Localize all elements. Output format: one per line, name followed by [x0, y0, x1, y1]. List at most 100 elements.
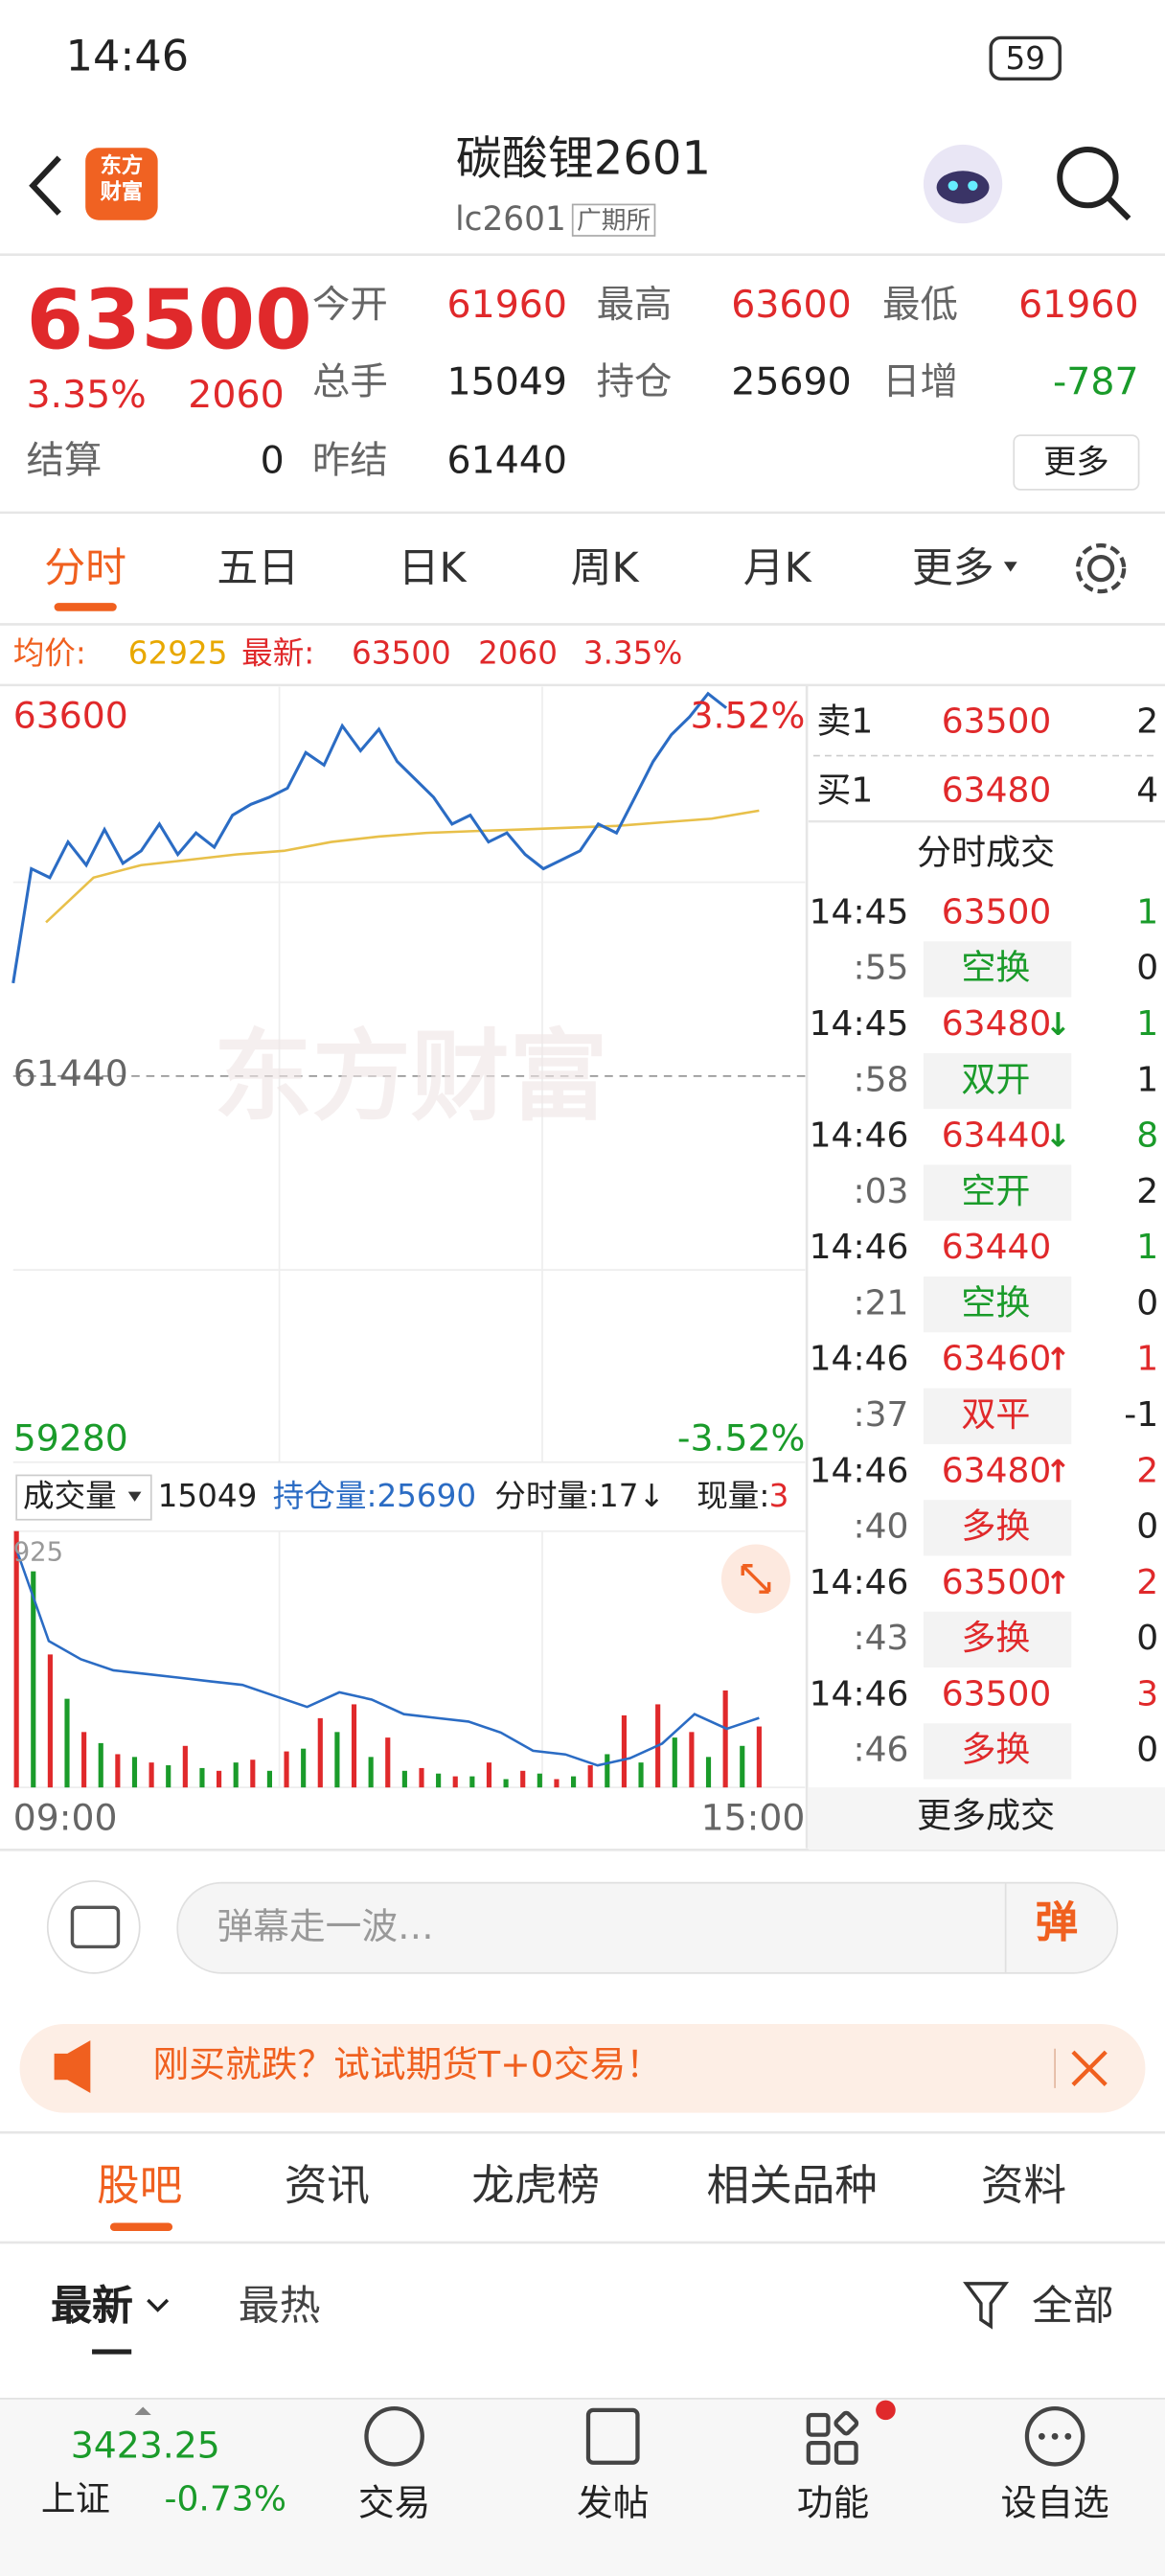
last-price: 63500: [26, 272, 312, 369]
sort-option[interactable]: 最热: [238, 2282, 321, 2330]
nav-icons: [364, 2406, 1085, 2467]
tick-volume: 分时量:17↓: [494, 1478, 665, 1514]
filter-label[interactable]: 全部: [1032, 2282, 1114, 2330]
trade-kind-bg: [923, 1052, 1072, 1110]
info-change: 2060: [478, 634, 559, 672]
volume-bar: [131, 1757, 138, 1788]
volume-bar: [672, 1737, 677, 1788]
book-price: 63480: [941, 770, 1052, 811]
trades-title: 分时成交: [917, 833, 1056, 873]
volume-bar: [317, 1717, 323, 1788]
clock: 14:46: [65, 33, 190, 83]
chart-tab[interactable]: 日K: [398, 543, 467, 592]
community-tab[interactable]: 资讯: [284, 2162, 370, 2213]
comment-placeholder: 弹幕走一波…: [217, 1906, 434, 1948]
nav-item[interactable]: 设自选: [1000, 2483, 1109, 2525]
community-tab[interactable]: 相关品种: [706, 2162, 878, 2213]
selector-caret: [127, 1491, 142, 1502]
avg-line: [45, 809, 760, 924]
trade-kind: 多换: [961, 1619, 1031, 1659]
more-trades[interactable]: 更多成交: [917, 1796, 1056, 1836]
trade-arrow: ↑: [1044, 1565, 1072, 1601]
trade-kind-volume: -1: [1124, 1395, 1159, 1436]
volume-bar: [301, 1748, 307, 1788]
trade-arrow: ↑: [1044, 1453, 1072, 1490]
chart-tab[interactable]: 月K: [742, 543, 811, 592]
chart-tab[interactable]: 五日: [217, 543, 300, 592]
volume-bar: [64, 1698, 70, 1788]
community-tab[interactable]: 资料: [980, 2162, 1067, 2213]
volume-bar: [13, 1530, 19, 1788]
settle-value: 0: [260, 440, 285, 484]
watermark: 东方财富: [213, 1020, 608, 1136]
trade-time: 14:46: [809, 1228, 909, 1268]
nav-item[interactable]: 交易: [357, 2483, 431, 2525]
book-volume: 4: [1136, 770, 1159, 811]
field-label: 日增: [882, 361, 958, 405]
chart-tab[interactable]: 更多: [911, 543, 994, 592]
index-name: 上证: [40, 2479, 110, 2519]
field-label: 昨结: [311, 440, 388, 484]
volume-bar: [756, 1726, 762, 1788]
volume-bar: [148, 1762, 154, 1788]
volume-bar: [722, 1690, 728, 1788]
change: 2060: [188, 375, 285, 418]
danmu-icon[interactable]: [46, 1880, 141, 1974]
trade-price: 63460: [941, 1339, 1052, 1379]
chart-tab[interactable]: 分时: [44, 543, 127, 592]
trade-subtime: :03: [853, 1171, 909, 1212]
community-tab[interactable]: 龙虎榜: [471, 2162, 601, 2213]
change-pct: 3.35%: [26, 375, 147, 418]
trade-time: 14:46: [809, 1562, 909, 1603]
danmu-button[interactable]: 弹: [1035, 1899, 1079, 1949]
community-tab[interactable]: 股吧: [97, 2162, 183, 2213]
settings-icon[interactable]: [1075, 543, 1127, 594]
info-avg: 62925: [127, 634, 228, 672]
chart-tab[interactable]: 周K: [570, 543, 639, 592]
search-icon[interactable]: [1057, 147, 1131, 221]
pct-low: -3.52%: [676, 1418, 806, 1460]
exchange-tag: 广期所: [571, 203, 656, 237]
trade-kind-volume: 0: [1136, 948, 1159, 988]
trade-kind: 双开: [961, 1060, 1031, 1100]
sort-option[interactable]: 最新: [51, 2282, 133, 2330]
volume-bar: [250, 1760, 256, 1788]
volume-selector-label[interactable]: 成交量: [23, 1478, 117, 1514]
volume-bar: [587, 1765, 593, 1788]
more-button-label[interactable]: 更多: [1043, 442, 1109, 482]
field-value: 61440: [446, 440, 568, 484]
promo-banner[interactable]: [19, 2024, 1146, 2113]
back-icon[interactable]: [29, 155, 61, 216]
nav-item[interactable]: 功能: [796, 2483, 870, 2525]
volume-max: 925: [12, 1536, 64, 1569]
field-value: 61960: [446, 284, 568, 328]
info-last-label: 最新:: [241, 634, 315, 672]
volume-bar: [486, 1762, 492, 1788]
volume-selector[interactable]: [15, 1474, 152, 1521]
trade-kind-volume: 0: [1136, 1506, 1159, 1547]
more-button[interactable]: [1013, 434, 1140, 491]
book-label: 卖1: [816, 702, 874, 742]
trade-kind: 空开: [961, 1171, 1031, 1212]
trade-volume: 8: [1136, 1116, 1159, 1156]
filter-icon[interactable]: [963, 2282, 1010, 2330]
more-trades-bg[interactable]: [808, 1787, 1165, 1851]
open-interest: 持仓量:25690: [272, 1478, 477, 1514]
trade-kind: 多换: [961, 1506, 1031, 1547]
nav-item[interactable]: 发帖: [576, 2483, 650, 2525]
volume-bar: [705, 1757, 712, 1788]
volume-bar: [199, 1767, 205, 1788]
logo-text: 东方财富: [100, 154, 144, 205]
volume-bar: [436, 1773, 442, 1788]
volume-bar: [605, 1754, 610, 1788]
trade-kind-volume: 0: [1136, 1283, 1159, 1323]
trade-arrow: ↓: [1044, 1006, 1072, 1043]
banner-text[interactable]: 刚买就跌？试试期货T+0交易！: [152, 2044, 662, 2086]
volume-bar: [334, 1732, 340, 1788]
trade-subtime: :40: [853, 1506, 909, 1547]
y-tick-label: 59280: [12, 1418, 128, 1460]
comment-input[interactable]: [176, 1881, 1119, 1974]
field-label: 持仓: [596, 361, 673, 405]
close-icon[interactable]: [1071, 2050, 1108, 2086]
